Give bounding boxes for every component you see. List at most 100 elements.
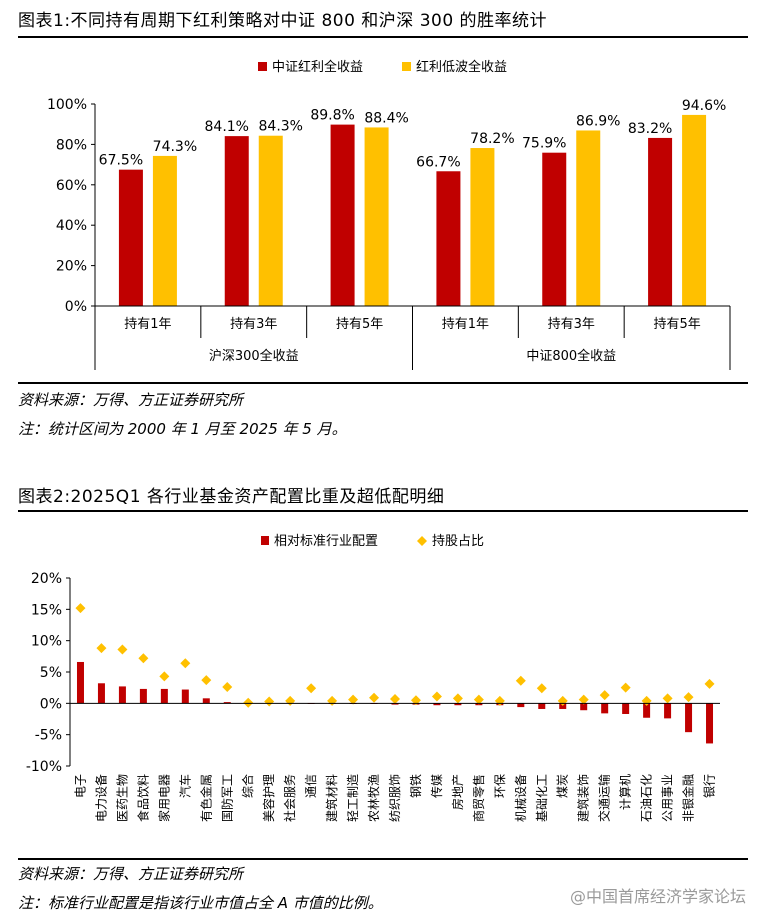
bar-relative-allocation	[706, 703, 714, 744]
figure1-bottom-rule	[18, 382, 748, 384]
marker-holding-share	[473, 694, 484, 705]
marker-holding-share	[620, 682, 631, 693]
bar-series-1	[436, 171, 461, 306]
marker-holding-share	[159, 671, 170, 682]
x-tick-label: 计算机	[618, 774, 633, 810]
x-tick-label: 房地产	[450, 774, 465, 810]
marker-holding-share	[431, 691, 442, 702]
bar-value-label: 89.8%	[310, 108, 354, 124]
marker-holding-share	[662, 693, 673, 704]
bar-relative-allocation	[454, 703, 462, 706]
x-tick-label: 非银金融	[681, 774, 696, 822]
x-tick-label: 轻工制造	[346, 774, 360, 822]
bar-relative-allocation	[97, 683, 105, 704]
bar-relative-allocation	[601, 703, 609, 714]
figure1-title: 图表1:不同持有周期下红利策略对中证 800 和沪深 300 的胜率统计	[18, 11, 548, 31]
bar-value-label: 66.7%	[416, 154, 460, 170]
figure2-note: 注：标准行业配置是指该行业市值占全 A 市值的比例。	[18, 894, 383, 912]
y-tick-label: 10%	[31, 634, 62, 650]
y-tick-label: 60%	[56, 178, 87, 194]
marker-holding-share	[138, 653, 149, 664]
legend-label-2: 持股占比	[432, 534, 484, 549]
bar-relative-allocation	[160, 688, 168, 704]
bar-series-2	[258, 135, 283, 306]
bar-value-label: 86.9%	[576, 113, 620, 129]
bar-value-label: 84.1%	[205, 119, 249, 135]
x-tick-label: 汽车	[177, 774, 192, 798]
figure1-note: 注：统计区间为 2000 年 1 月至 2025 年 5 月。	[18, 420, 347, 438]
figure1-source: 资料来源：万得、方正证券研究所	[18, 391, 244, 409]
x-tick-label: 通信	[304, 774, 318, 798]
y-tick-label: 20%	[31, 571, 62, 587]
bar-relative-allocation	[643, 703, 651, 718]
y-tick-label: 20%	[56, 259, 87, 275]
figure2-bottom-rule	[18, 858, 748, 860]
bar-value-label: 83.2%	[628, 121, 672, 137]
bar-series-1	[648, 137, 673, 306]
figure2-title: 图表2:2025Q1 各行业基金资产配置比重及超低配明细	[18, 487, 445, 507]
x-tick-label: 持有5年	[653, 317, 700, 332]
marker-holding-share	[96, 643, 107, 654]
bar-relative-allocation	[76, 661, 84, 704]
legend-swatch-2	[402, 62, 411, 71]
x-tick-label: 农林牧渔	[367, 774, 381, 822]
x-tick-label: 建筑材料	[324, 774, 339, 822]
bar-relative-allocation	[139, 688, 147, 704]
bar-relative-allocation	[538, 703, 546, 709]
bar-series-2	[576, 130, 601, 306]
bar-relative-allocation	[685, 703, 693, 733]
bar-series-1	[542, 152, 567, 306]
bar-value-label: 88.4%	[364, 110, 408, 126]
bar-relative-allocation	[118, 686, 126, 704]
marker-holding-share	[348, 694, 359, 705]
bar-relative-allocation	[202, 698, 210, 704]
marker-holding-share	[369, 692, 380, 703]
bar-relative-allocation	[517, 703, 525, 708]
y-tick-label: 0%	[65, 299, 87, 315]
bar-value-label: 75.9%	[522, 136, 566, 152]
marker-holding-share	[264, 696, 275, 707]
x-tick-label: 传媒	[429, 774, 444, 798]
marker-holding-share	[180, 658, 191, 669]
x-tick-label: 银行	[703, 774, 717, 798]
marker-holding-share	[285, 695, 296, 706]
x-tick-label: 基础化工	[535, 774, 549, 822]
x-group-label: 中证800全收益	[526, 348, 616, 364]
bar-value-label: 94.6%	[682, 98, 726, 114]
legend-swatch-1	[261, 536, 269, 545]
x-tick-label: 电力设备	[94, 774, 108, 822]
legend-swatch-1	[258, 62, 267, 71]
x-tick-label: 商贸零售	[471, 774, 486, 822]
x-tick-label: 建筑装饰	[576, 774, 591, 822]
legend-label-1: 相对标准行业配置	[274, 534, 378, 549]
x-tick-label: 环保	[493, 774, 507, 798]
marker-holding-share	[327, 695, 338, 706]
bar-relative-allocation	[580, 703, 588, 711]
watermark: @中国首席经济学家论坛	[569, 887, 746, 906]
bar-value-label: 67.5%	[99, 153, 143, 169]
bar-series-1	[118, 169, 143, 306]
x-tick-label: 美容护理	[261, 774, 276, 822]
figure2-chart: 相对标准行业配置 持股占比 -10% -5% 0% 5% 10% 15% 20% 电子 电力设备 医药…	[26, 534, 720, 822]
x-tick-label: 综合	[240, 774, 255, 798]
bar-series-1	[330, 124, 355, 306]
x-tick-label: 交通运输	[597, 774, 612, 822]
x-tick-label: 持有3年	[230, 317, 277, 332]
bar-series-2	[364, 127, 389, 306]
x-tick-label: 持有1年	[442, 317, 489, 332]
x-tick-label: 机械设备	[513, 774, 528, 822]
y-tick-label: 100%	[47, 97, 87, 113]
x-tick-label: 持有3年	[548, 317, 595, 332]
x-tick-label: 持有1年	[124, 317, 171, 332]
y-tick-label: 5%	[40, 665, 62, 681]
marker-holding-share	[117, 644, 128, 655]
x-tick-label: 食品饮料	[135, 774, 150, 822]
x-tick-label: 公用事业	[661, 774, 675, 822]
marker-holding-share	[243, 697, 254, 708]
bar-value-label: 84.3%	[259, 119, 303, 135]
x-tick-label: 社会服务	[282, 774, 297, 822]
x-tick-label: 有色金属	[198, 774, 213, 822]
figure1-top-rule	[18, 36, 748, 38]
bar-value-label: 78.2%	[470, 131, 514, 147]
figure2-top-rule	[18, 510, 748, 512]
